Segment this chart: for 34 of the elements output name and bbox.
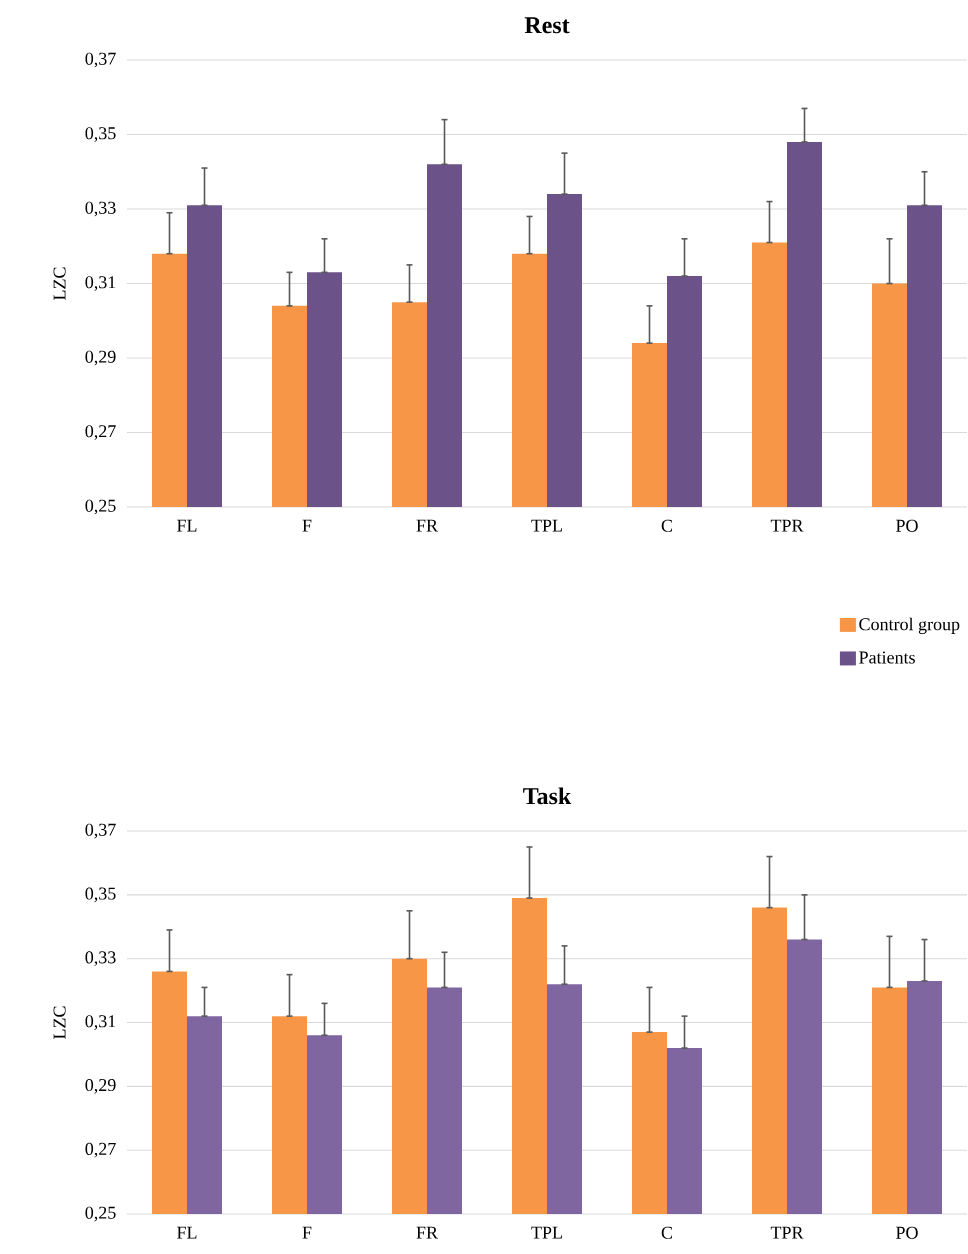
x-tick-label: PO (896, 519, 918, 532)
y-tick-label: 0,29 (85, 350, 116, 366)
x-tick-label: F (302, 519, 312, 532)
x-tick-label: FL (177, 1226, 197, 1239)
y-tick-label: 0,27 (85, 1142, 117, 1158)
x-tick-label: FL (177, 519, 197, 532)
y-tick-label: 0,25 (85, 499, 116, 515)
chart-title: Rest (525, 17, 570, 34)
y-tick-label: 0,35 (85, 887, 116, 903)
y-tick-label: 0,33 (85, 201, 116, 217)
y-tick-label: 0,31 (85, 276, 116, 291)
x-tick-label: TPL (531, 519, 563, 532)
x-tick-label: TPR (771, 1226, 804, 1239)
x-tick-label: TPR (771, 519, 804, 532)
legend-label: Patients (859, 651, 916, 664)
y-tick-label: 0,25 (85, 1206, 116, 1222)
y-tick-label: 0,29 (85, 1078, 116, 1094)
x-tick-label: TPL (531, 1226, 563, 1239)
y-axis-title: LZC (53, 1006, 66, 1039)
x-tick-label: FR (416, 519, 439, 532)
y-tick-label: 0,33 (85, 951, 116, 967)
y-tick-label: 0,27 (85, 425, 117, 440)
y-tick-label: 0,37 (85, 52, 117, 68)
x-tick-label: F (302, 1226, 312, 1239)
x-tick-label: C (661, 519, 673, 532)
x-tick-label: PO (896, 1226, 918, 1239)
y-tick-label: 0,31 (85, 1015, 116, 1030)
y-tick-label: 0,35 (85, 127, 116, 142)
x-tick-label: FR (416, 1226, 439, 1239)
legend-label: Control group (859, 617, 960, 635)
y-tick-label: 0,37 (85, 823, 117, 839)
chart-title: Task (523, 787, 572, 805)
y-axis-title: LZC (53, 267, 66, 300)
x-tick-label: C (661, 1226, 673, 1239)
